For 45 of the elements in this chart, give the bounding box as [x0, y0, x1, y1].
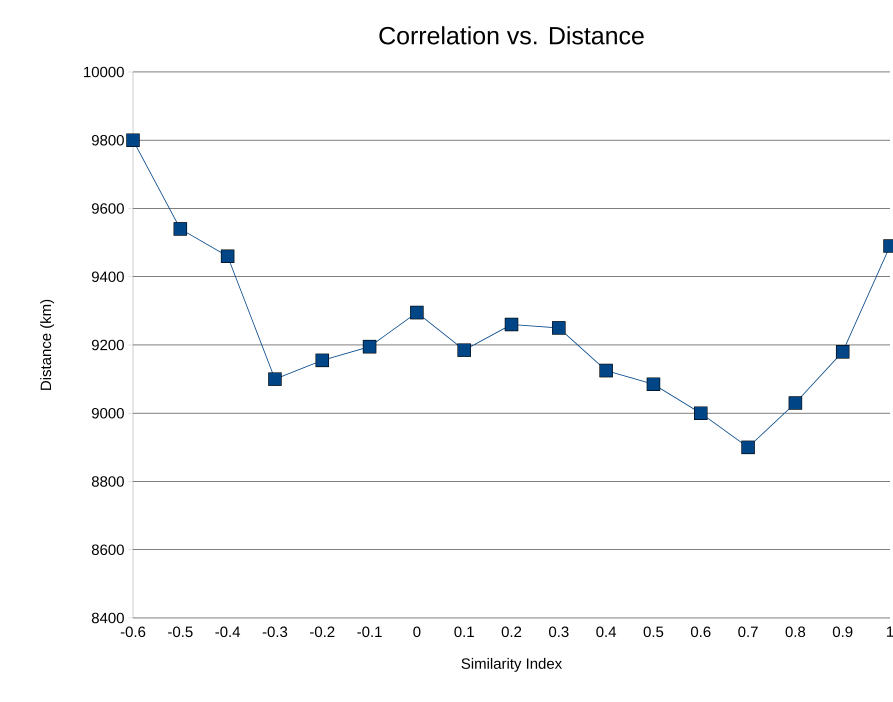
point: [552, 321, 566, 335]
x-tick-label: 0.4: [596, 626, 616, 638]
x-tick-label: 0.1: [454, 626, 474, 638]
point: [362, 340, 376, 354]
x-tick-label: 0.9: [832, 626, 852, 638]
point: [694, 406, 708, 420]
x-tick-label: -0.4: [215, 626, 240, 638]
x-tick-label: 0.5: [644, 626, 664, 638]
y-tick-label: 9000: [92, 408, 124, 419]
point: [741, 440, 755, 454]
y-tick-label: 9200: [92, 340, 124, 350]
x-tick-label: 1: [886, 626, 893, 637]
point: [268, 372, 282, 386]
x-tick-label: 0.3: [549, 626, 569, 638]
y-axis-title: Distance (km): [40, 300, 54, 390]
point: [599, 364, 613, 378]
point: [410, 306, 424, 320]
point: [126, 133, 140, 148]
point: [788, 396, 802, 410]
y-tick-label: 9800: [92, 134, 124, 146]
x-tick-label: -0.1: [357, 626, 382, 638]
x-tick-label: 0.8: [786, 626, 806, 638]
y-tick-label: 9400: [92, 271, 124, 282]
x-axis-title: Similarity Index: [462, 658, 562, 672]
point: [457, 343, 471, 357]
point: [174, 222, 188, 236]
x-tick-label: -0.6: [120, 626, 146, 638]
point: [836, 345, 850, 359]
x-tick-label: -0.3: [262, 626, 288, 638]
x-tick-label: 0.2: [502, 626, 522, 638]
point: [220, 249, 234, 264]
chart-title: Correlation vs. Distance: [379, 26, 644, 44]
y-tick-label: 8800: [92, 476, 124, 487]
x-tick-label: 0.7: [738, 626, 758, 638]
point: [646, 377, 660, 392]
y-tick-label: 8600: [92, 544, 124, 556]
point: [504, 318, 518, 332]
x-tick-label: 0.6: [690, 626, 710, 638]
x-tick-label: -0.5: [168, 626, 193, 638]
x-tick-label: 0: [413, 626, 420, 638]
y-tick-label: 9600: [92, 203, 124, 214]
y-tick-label: 8400: [92, 612, 124, 624]
point: [315, 354, 330, 368]
x-tick-label: -0.2: [310, 626, 334, 638]
y-tick-label: 10000: [84, 66, 124, 78]
